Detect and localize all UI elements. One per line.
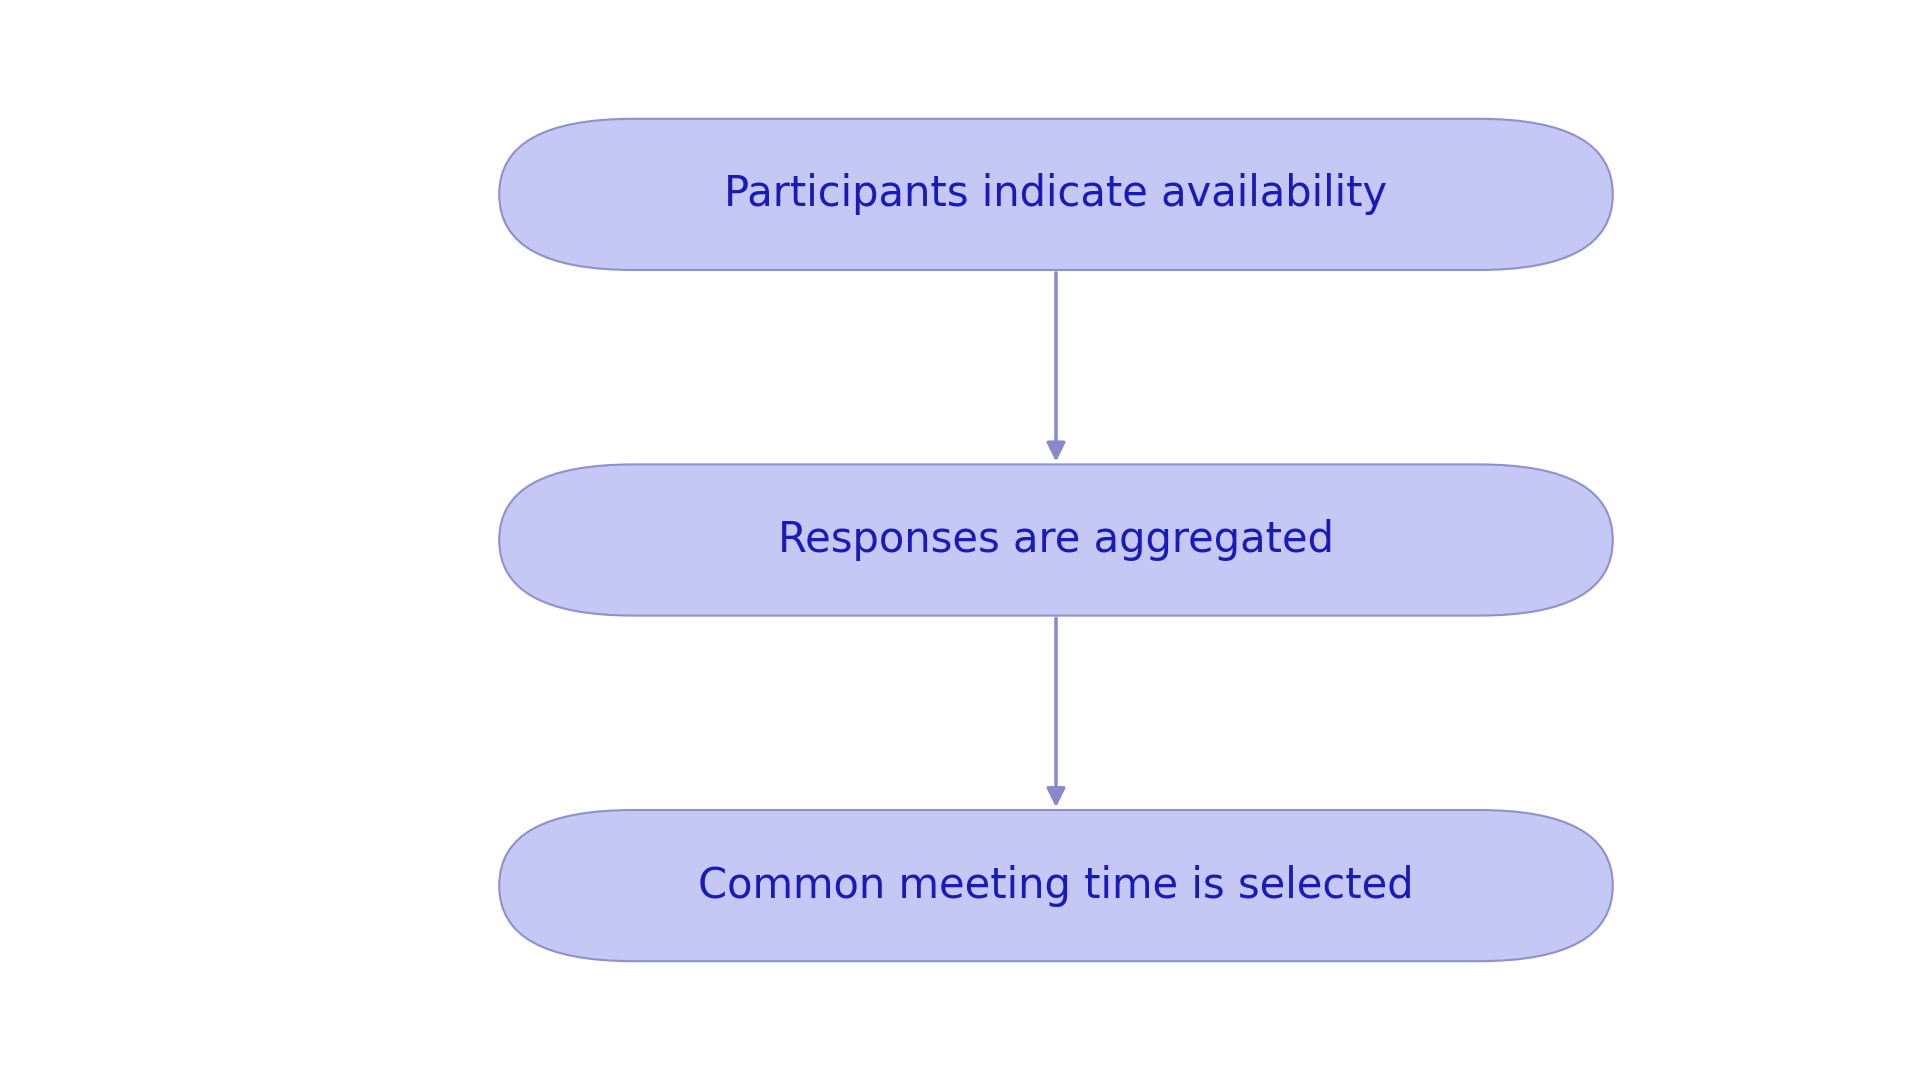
FancyBboxPatch shape [499, 119, 1613, 270]
Text: Responses are aggregated: Responses are aggregated [778, 519, 1334, 561]
FancyBboxPatch shape [499, 810, 1613, 961]
Text: Participants indicate availability: Participants indicate availability [724, 174, 1388, 215]
Text: Common meeting time is selected: Common meeting time is selected [699, 865, 1413, 906]
FancyBboxPatch shape [499, 464, 1613, 616]
